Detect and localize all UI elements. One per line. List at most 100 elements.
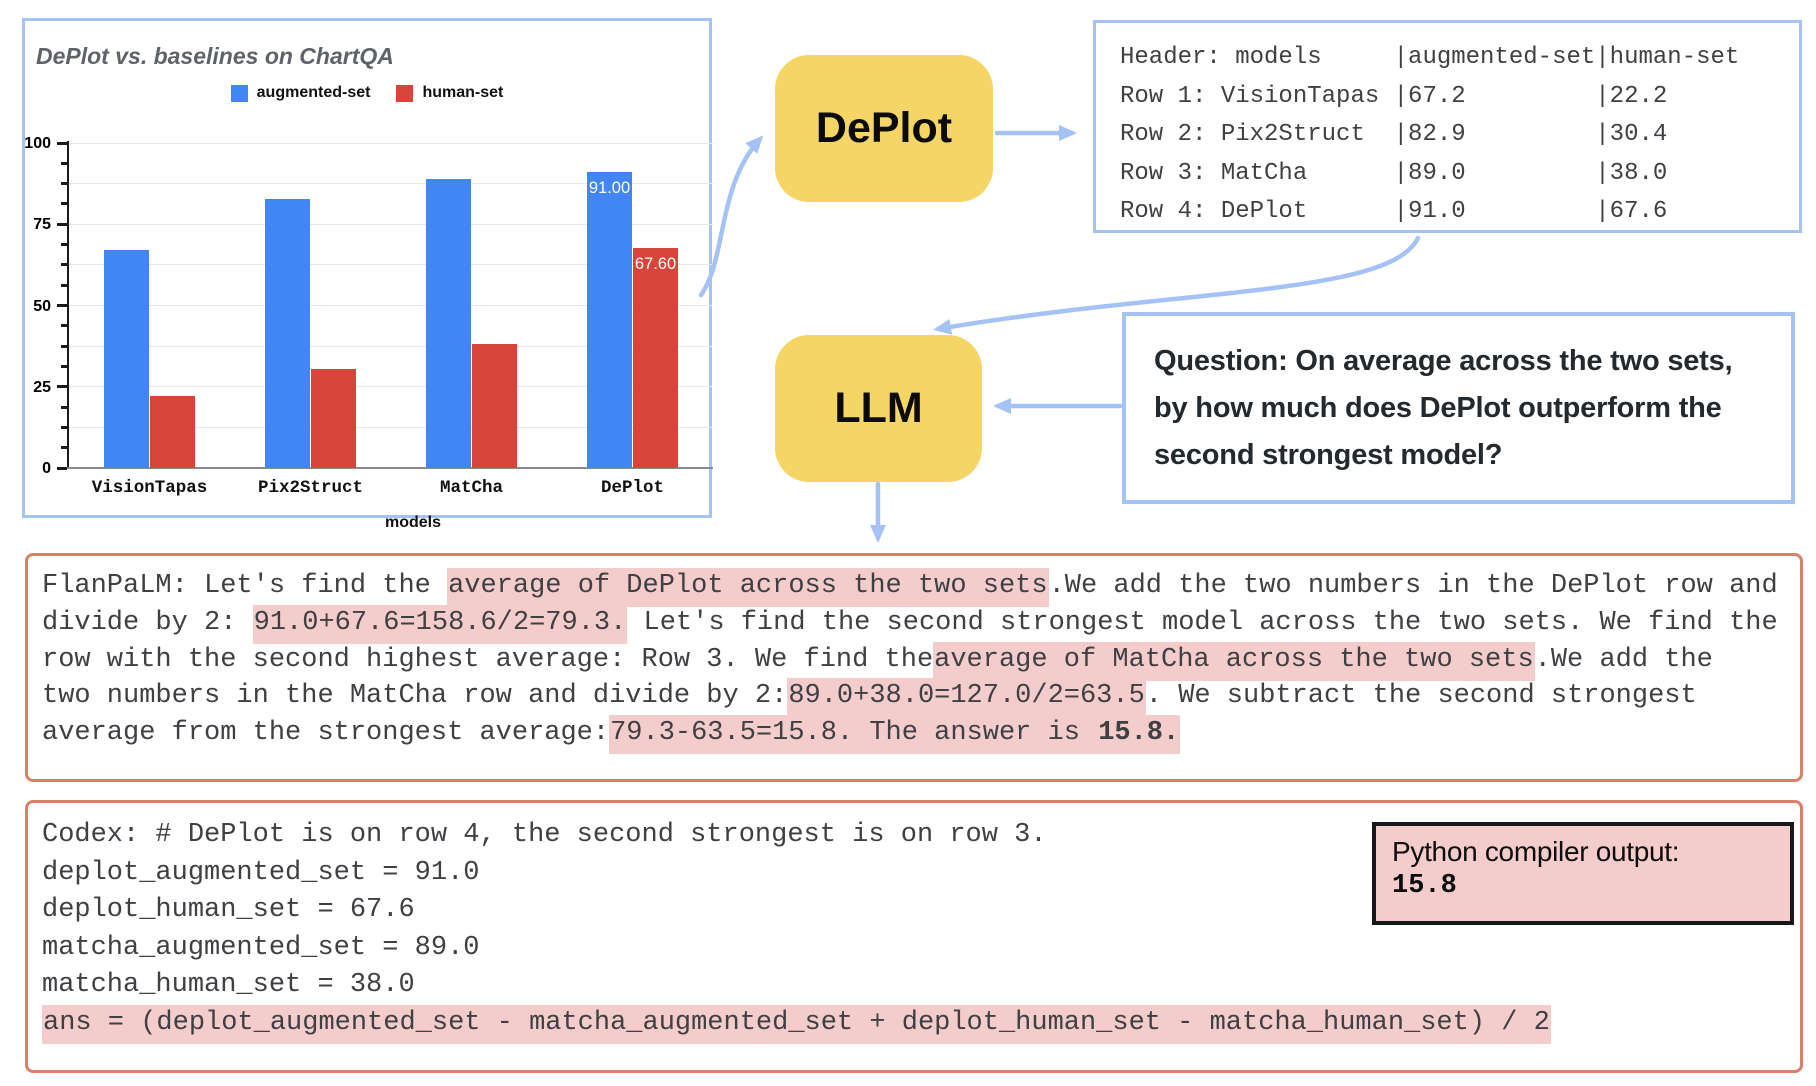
legend-label: augmented-set [256,84,371,101]
y-minor-tick [61,405,67,409]
highlighted-text: 15.8. [1097,715,1181,755]
text-line: average from the strongest average:79.3-… [42,715,1800,755]
y-major-tick [57,141,67,145]
deplot-node-label: DePlot [815,104,953,152]
python-compiler-output-box: Python compiler output: 15.8 [1372,822,1794,925]
bar-augmented-set-MatCha [426,179,471,468]
y-major-tick [57,385,67,389]
y-minor-tick [61,344,67,348]
bar-value-label: 91.00 [588,179,631,197]
bar-human-set-VisionTapas [150,396,195,468]
gridline [69,264,713,266]
highlighted-text: average of MatCha across the two sets [933,641,1535,681]
compiler-output-title: Python compiler output: [1392,836,1680,867]
bar-human-set-Pix2Struct [311,369,356,468]
highlighted-text: average of DePlot across the two sets [447,568,1049,607]
flanpalm-answer-box: FlanPaLM: Let's find the average of DePl… [25,553,1803,782]
y-minor-tick [61,283,67,287]
gridline [69,223,713,225]
bar-augmented-set-VisionTapas [104,250,149,468]
highlighted-text: 91.0+67.6=158.6/2=79.3. [252,604,628,644]
text-segment: deplot_human_set = 67.6 [42,895,415,926]
question-line: second strongest model? [1154,439,1503,471]
y-major-tick [57,222,67,226]
y-tick-label: 25 [33,378,51,396]
question-box: Question: On average across the two sets… [1122,312,1795,504]
table-line: Row 4: DePlot |91.0 |67.6 [1120,198,1668,225]
bar-human-set-MatCha [472,344,517,468]
table-line: Header: models |augmented-set|human-set [1120,44,1740,71]
linearized-table-output: Header: models |augmented-set|human-set R… [1093,20,1802,233]
gridline [69,305,713,306]
text-segment: matcha_human_set = 38.0 [42,970,415,1001]
deplot-node: DePlot [775,55,993,202]
gridline [69,183,713,185]
y-minor-tick [61,161,67,165]
gridline [69,142,713,144]
text-segment: Let's find the second strongest model ac… [627,607,1778,638]
table-line: Row 1: VisionTapas |67.2 |22.2 [1120,82,1668,110]
text-line: Codex: # DePlot is on row 4, the second … [42,817,1800,855]
chart-legend: augmented-set human-set [25,84,709,102]
chart-plot-area: 0 25 50 75 100 VisionTapas Pix2Struct MatCha 91.… [24,135,713,498]
bar-augmented-set-Pix2Struct [265,199,310,468]
bar-human-set-DePlot: 67.60 [633,248,678,468]
y-tick-label: 0 [42,460,51,477]
highlighted-text: ans = (deplot_augmented_set - matcha_aug… [42,1004,1551,1044]
text-line: ans = (deplot_augmented_set - matcha_aug… [42,1004,1800,1044]
y-major-tick [57,304,67,307]
bar-augmented-set-DePlot: 91.00 [587,172,632,468]
chartqa-bar-chart: DePlot vs. baselines on ChartQA augmente… [22,18,713,531]
y-minor-tick [61,446,67,450]
text-line: deplot_human_set = 67.6 [42,892,1800,930]
question-line: by how much does DePlot outperform the [1154,392,1722,424]
table-line: Row 2: Pix2Struct |82.9 |30.4 [1120,121,1668,148]
text-segment: matcha_augmented_set = 89.0 [42,932,480,963]
highlighted-text: 89.0+38.0=127.0/2=63.5 [787,678,1146,718]
legend-swatch-icon [396,84,414,102]
text-line: deplot_augmented_set = 91.0 [42,855,1800,893]
x-category-label: VisionTapas [91,478,208,498]
compiler-output-value: 15.8 [1392,871,1457,901]
x-category-label: DePlot [600,478,665,498]
chart-title: DePlot vs. baselines on ChartQA [36,43,394,69]
text-line: two numbers in the MatCha row and divide… [42,678,1800,718]
x-category-label: MatCha [439,478,504,498]
text-segment: . We subtract the second strongest [1145,681,1697,712]
y-major-tick [57,466,67,470]
text-segment: average from the strongest average: [42,718,610,749]
text-segment: FlanPaLM: Let's find the [42,571,448,601]
y-minor-tick [61,364,67,368]
question-line: Question: On average across the two sets… [1154,345,1733,377]
text-segment: two numbers in the MatCha row and divide… [42,681,788,712]
text-segment: .We add the [1534,644,1713,675]
text-segment: row with the second highest average: Row… [42,644,934,675]
x-axis-line [67,467,713,469]
y-tick-label: 75 [33,216,51,234]
text-segment: deplot_augmented_set = 91.0 [42,857,480,888]
text-line: matcha_augmented_set = 89.0 [42,930,1800,968]
text-segment: . [1048,571,1065,601]
highlighted-text: 79.3-63.5=15.8. The answer is [609,715,1098,755]
gridline [69,345,713,347]
table-line: Row 3: MatCha |89.0 |38.0 [1120,159,1668,187]
gridline [69,426,713,428]
y-minor-tick [61,182,67,186]
gridline [69,386,713,388]
y-minor-tick [61,243,67,247]
text-line: row with the second highest average: Row… [42,641,1800,681]
legend-label: human-set [422,84,504,101]
text-segment: divide by 2: [42,607,253,638]
text-segment: Codex: # DePlot is on row 4, the second … [42,820,1047,850]
x-axis-title: models [384,514,441,531]
text-line: matcha_human_set = 38.0 [42,967,1800,1005]
llm-node: LLM [775,335,982,482]
y-minor-tick [61,324,67,328]
bar-value-label: 67.60 [634,255,677,273]
y-minor-tick [61,425,67,429]
y-axis-line [67,141,69,468]
text-line: divide by 2: 91.0+67.6=158.6/2=79.3. Let… [42,604,1800,644]
y-minor-tick [61,202,67,206]
legend-item: human-set [396,84,503,102]
